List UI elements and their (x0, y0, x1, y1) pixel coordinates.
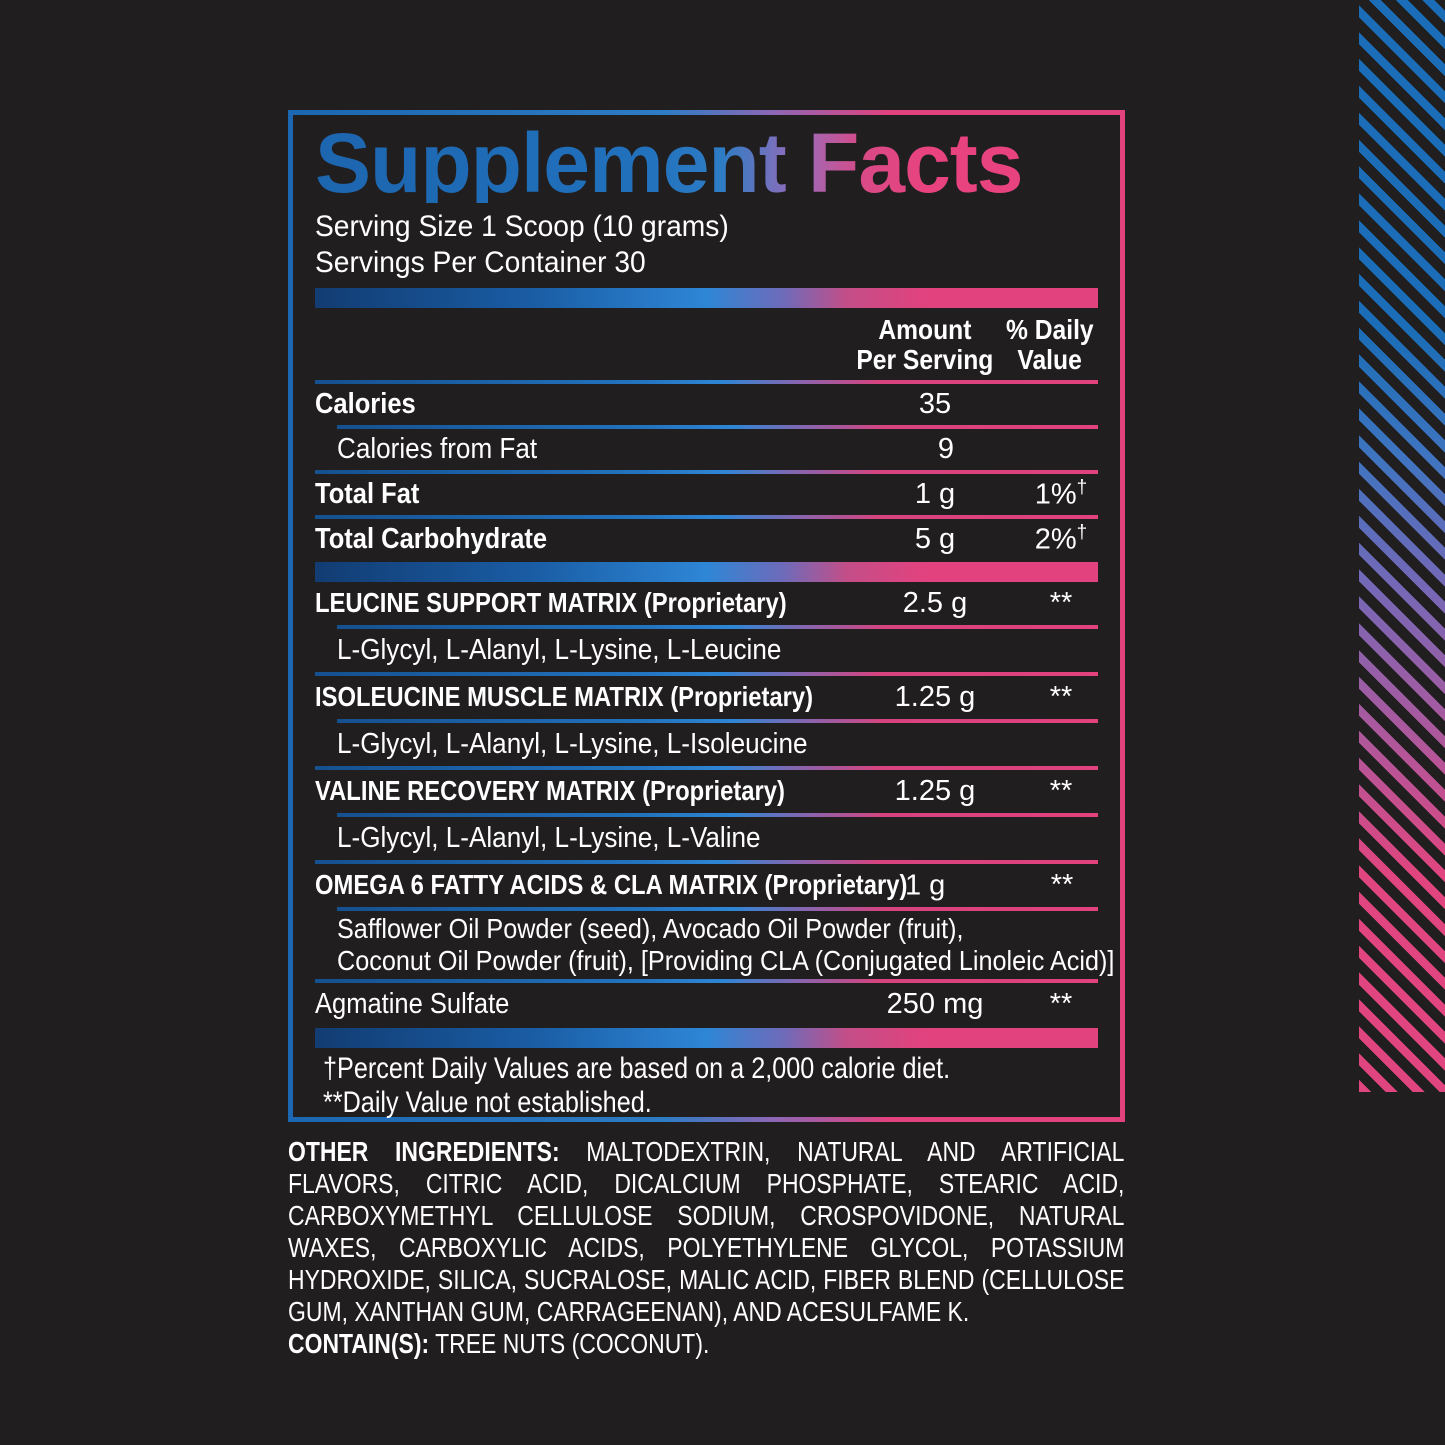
contains-line: CONTAIN(S): TREE NUTS (COCONUT). (288, 1328, 1124, 1360)
row-dv: ** (1049, 775, 1073, 807)
row-amount: 1.25 g (894, 681, 976, 713)
separator-line (315, 672, 1098, 676)
row-amount: 9 (937, 433, 955, 465)
table-row-leucine-matrix: LEUCINE SUPPORT MATRIX (Proprietary) 2.5… (315, 582, 1098, 625)
diagonal-stripes-decoration (1359, 0, 1445, 1092)
table-row-valine-ingredients: L-Glycyl, L-Alanyl, L-Lysine, L-Valine (315, 817, 1098, 860)
row-name: Agmatine Sulfate (315, 988, 510, 1020)
table-row-isoleucine-ingredients: L-Glycyl, L-Alanyl, L-Lysine, L-Isoleuci… (315, 723, 1098, 766)
separator-line (337, 425, 1098, 429)
panel-content: Supplement Facts Serving Size 1 Scoop (1… (293, 121, 1120, 1120)
row-dv: 2%† (1034, 522, 1088, 556)
row-name: VALINE RECOVERY MATRIX (Proprietary) (315, 775, 785, 806)
row-dv: 1%† (1034, 477, 1088, 511)
table-row-isoleucine-matrix: ISOLEUCINE MUSCLE MATRIX (Proprietary) 1… (315, 676, 1098, 719)
header-spacer (315, 315, 845, 375)
gradient-bar (315, 288, 1098, 308)
table-row-calories: Calories 35 (315, 384, 1098, 425)
row-name: Total Carbohydrate (315, 523, 548, 555)
row-name: Total Fat (315, 478, 420, 510)
row-amount: 1.25 g (894, 775, 976, 807)
separator-line (315, 470, 1098, 474)
daily-value-column-header: % Daily Value (1006, 314, 1094, 375)
other-ingredients-label: OTHER INGREDIENTS: (288, 1136, 560, 1167)
row-dv: ** (1049, 681, 1073, 713)
row-amount: 2.5 g (902, 587, 968, 619)
row-name: LEUCINE SUPPORT MATRIX (Proprietary) (315, 587, 787, 618)
separator-line (315, 766, 1098, 770)
row-dv: ** (1049, 587, 1073, 619)
table-row-leucine-ingredients: L-Glycyl, L-Alanyl, L-Lysine, L-Leucine (315, 629, 1098, 672)
separator-line (315, 380, 1098, 384)
contains-text: TREE NUTS (COCONUT). (429, 1328, 710, 1359)
table-row-agmatine-sulfate: Agmatine Sulfate 250 mg ** (315, 983, 1098, 1026)
other-ingredients-block: OTHER INGREDIENTS: MALTODEXTRIN, NATURAL… (288, 1136, 1124, 1360)
row-name: L-Glycyl, L-Alanyl, L-Lysine, L-Valine (337, 822, 761, 854)
other-ingredients-paragraph: OTHER INGREDIENTS: MALTODEXTRIN, NATURAL… (288, 1136, 1124, 1328)
separator-line (315, 515, 1098, 519)
separator-line (337, 625, 1098, 629)
row-name: ISOLEUCINE MUSCLE MATRIX (Proprietary) (315, 681, 814, 712)
row-amount: 1 g (914, 478, 956, 510)
table-row-calories-from-fat: Calories from Fat 9 (315, 429, 1098, 470)
row-amount: 250 mg (886, 988, 984, 1020)
other-ingredients-text: MALTODEXTRIN, NATURAL AND ARTIFICIAL FLA… (288, 1136, 1125, 1327)
separator-line (337, 719, 1098, 723)
row-amount: 1 g (905, 869, 946, 901)
gradient-bar (315, 562, 1098, 582)
row-amount: 5 g (914, 523, 956, 555)
row-name: Calories from Fat (337, 433, 538, 465)
separator-line (337, 907, 1098, 911)
row-name: Calories (315, 388, 416, 420)
row-name: OMEGA 6 FATTY ACIDS & CLA MATRIX (Propri… (315, 869, 908, 900)
separator-line (315, 979, 1098, 983)
table-row-total-carbohydrate: Total Carbohydrate 5 g 2%† (315, 519, 1098, 560)
gradient-bar (315, 1028, 1098, 1048)
table-row-total-fat: Total Fat 1 g 1%† (315, 474, 1098, 515)
footnote-daily-values: †Percent Daily Values are based on a 2,0… (323, 1052, 951, 1085)
table-row-omega-matrix: OMEGA 6 FATTY ACIDS & CLA MATRIX (Propri… (315, 864, 1098, 907)
table-row-valine-matrix: VALINE RECOVERY MATRIX (Proprietary) 1.2… (315, 770, 1098, 813)
amount-column-header: Amount Per Serving (856, 314, 994, 375)
row-dv: ** (1050, 869, 1074, 901)
servings-per-container: Servings Per Container 30 (315, 246, 646, 279)
contains-label: CONTAIN(S): (288, 1328, 430, 1359)
footnotes: †Percent Daily Values are based on a 2,0… (315, 1052, 1098, 1120)
row-amount: 35 (918, 388, 952, 420)
row-name: L-Glycyl, L-Alanyl, L-Lysine, L-Isoleuci… (337, 728, 808, 760)
serving-info: Serving Size 1 Scoop (10 grams) Servings… (315, 209, 1098, 281)
footnote-not-established: **Daily Value not established. (323, 1086, 652, 1119)
separator-line (337, 813, 1098, 817)
panel-title: Supplement Facts (315, 121, 1098, 205)
row-dv: ** (1049, 988, 1073, 1020)
column-headers: Amount Per Serving % Daily Value (315, 315, 1098, 375)
row-name: L-Glycyl, L-Alanyl, L-Lysine, L-Leucine (337, 634, 782, 666)
supplement-facts-panel: Supplement Facts Serving Size 1 Scoop (1… (288, 110, 1125, 1122)
serving-size: Serving Size 1 Scoop (10 grams) (315, 210, 729, 243)
separator-line (315, 860, 1098, 864)
table-row-omega-ingredients: Safflower Oil Powder (seed), Avocado Oil… (337, 913, 1115, 976)
